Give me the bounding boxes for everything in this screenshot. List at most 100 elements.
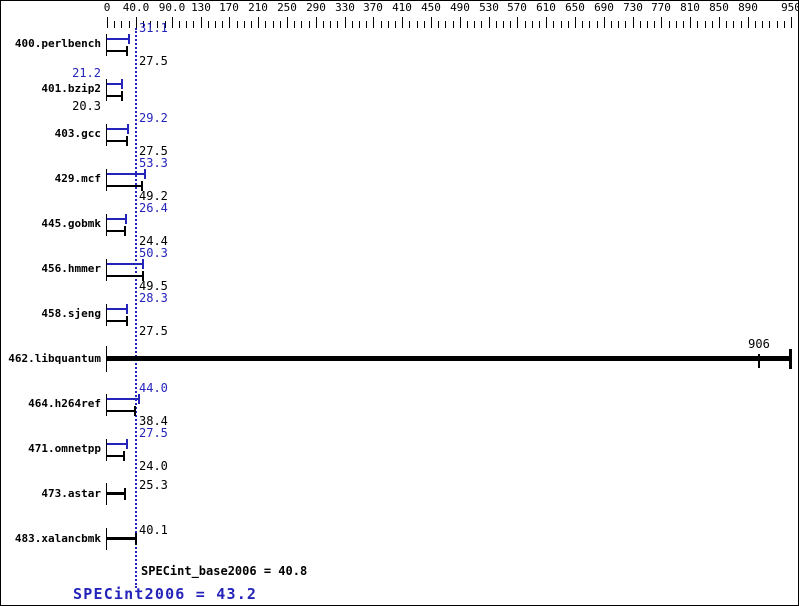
base-bar-cap [135, 533, 137, 545]
axis-tick-label: 90.0 [158, 1, 186, 14]
axis-minor-tick [143, 21, 144, 28]
axis-minor-tick [654, 21, 655, 28]
base-bar [107, 492, 125, 495]
mean-line [135, 28, 137, 588]
axis-minor-tick [352, 21, 353, 28]
axis-minor-tick [273, 21, 274, 28]
axis-minor-tick [359, 21, 360, 28]
base-value-label: 20.3 [72, 99, 101, 113]
axis-minor-tick [323, 21, 324, 28]
peak-bar [107, 128, 128, 130]
benchmark-label: 464.h264ref [28, 397, 101, 410]
axis-minor-tick [129, 21, 130, 28]
peak-bar-cap [121, 79, 123, 89]
axis-minor-tick [683, 21, 684, 28]
axis-minor-tick [395, 21, 396, 28]
base-value-label: 49.2 [139, 189, 168, 203]
base-bar-cap [142, 271, 144, 281]
specint-peak-summary: SPECint2006 = 43.2 [73, 585, 258, 603]
base-bar-cap [124, 488, 126, 500]
base-bar [107, 230, 125, 232]
axis-minor-tick [705, 21, 706, 28]
axis-major-tick [546, 17, 547, 28]
axis-minor-tick [474, 21, 475, 28]
axis-minor-tick [762, 21, 763, 28]
axis-major-tick [136, 17, 137, 28]
axis-minor-tick [553, 21, 554, 28]
axis-major-tick [402, 17, 403, 28]
peak-value-label: 53.3 [139, 156, 168, 170]
axis-tick-label: 250 [277, 1, 297, 14]
axis-minor-tick [237, 21, 238, 28]
axis-tick-label: 770 [651, 1, 671, 14]
base-bar-cap [126, 136, 128, 146]
axis-minor-tick [784, 21, 785, 28]
axis-major-tick [748, 17, 749, 28]
axis-minor-tick [597, 21, 598, 28]
benchmark-label: 483.xalancbmk [14, 532, 101, 545]
base-bar-cap [789, 349, 792, 369]
base-bar [107, 185, 142, 187]
specint-base-summary: SPECint_base2006 = 40.8 [141, 564, 308, 578]
axis-minor-tick [568, 21, 569, 28]
bar-start-stub [106, 214, 107, 236]
axis-minor-tick [777, 21, 778, 28]
axis-minor-tick [589, 21, 590, 28]
peak-bar-cap [138, 394, 140, 404]
axis-minor-tick [647, 21, 648, 28]
axis-major-tick [661, 17, 662, 28]
axis-minor-tick [697, 21, 698, 28]
axis-minor-tick [532, 21, 533, 28]
peak-bar [107, 398, 139, 400]
base-bar-cap [141, 181, 143, 191]
axis-major-tick [460, 17, 461, 28]
axis-minor-tick [769, 21, 770, 28]
peak-bar [107, 263, 143, 265]
axis-major-tick [690, 17, 691, 28]
base-bar [107, 537, 136, 540]
axis-minor-tick [726, 21, 727, 28]
axis-major-tick [258, 17, 259, 28]
axis-minor-tick [179, 21, 180, 28]
peak-value-label: 21.2 [72, 66, 101, 80]
axis-tick-label: 0 [103, 1, 111, 14]
axis-minor-tick [496, 21, 497, 28]
peak-bar-cap [126, 304, 128, 314]
axis-major-tick [633, 17, 634, 28]
axis-tick-label: 170 [219, 1, 239, 14]
axis-tick-label: 890 [738, 1, 758, 14]
axis-major-tick [604, 17, 605, 28]
axis-minor-tick [244, 21, 245, 28]
peak-value-label: 27.5 [139, 426, 168, 440]
base-bar-cap [124, 226, 126, 236]
axis-minor-tick [157, 21, 158, 28]
axis-minor-tick [676, 21, 677, 28]
peak-bar-cap [125, 214, 127, 224]
peak-bar [107, 443, 127, 445]
base-bar [107, 95, 122, 97]
base-value-label: 27.5 [139, 324, 168, 338]
base-value-label: 38.4 [139, 414, 168, 428]
axis-tick-label: 730 [623, 1, 643, 14]
axis-minor-tick [582, 21, 583, 28]
benchmark-label: 445.gobmk [41, 217, 101, 230]
axis-minor-tick [215, 21, 216, 28]
axis-minor-tick [150, 21, 151, 28]
axis-tick-label: 450 [421, 1, 441, 14]
axis-minor-tick [280, 21, 281, 28]
axis-minor-tick [669, 21, 670, 28]
axis-minor-tick [525, 21, 526, 28]
axis-minor-tick [301, 21, 302, 28]
benchmark-label: 471.omnetpp [28, 442, 101, 455]
axis-minor-tick [625, 21, 626, 28]
axis-tick-label: 290 [306, 1, 326, 14]
axis-minor-tick [510, 21, 511, 28]
axis-minor-tick [618, 21, 619, 28]
base-bar [107, 275, 143, 277]
benchmark-label: 400.perlbench [14, 37, 101, 50]
axis-minor-tick [503, 21, 504, 28]
peak-bar-cap [128, 34, 130, 44]
axis-tick-label: 850 [709, 1, 729, 14]
axis-tick-label: 610 [536, 1, 556, 14]
